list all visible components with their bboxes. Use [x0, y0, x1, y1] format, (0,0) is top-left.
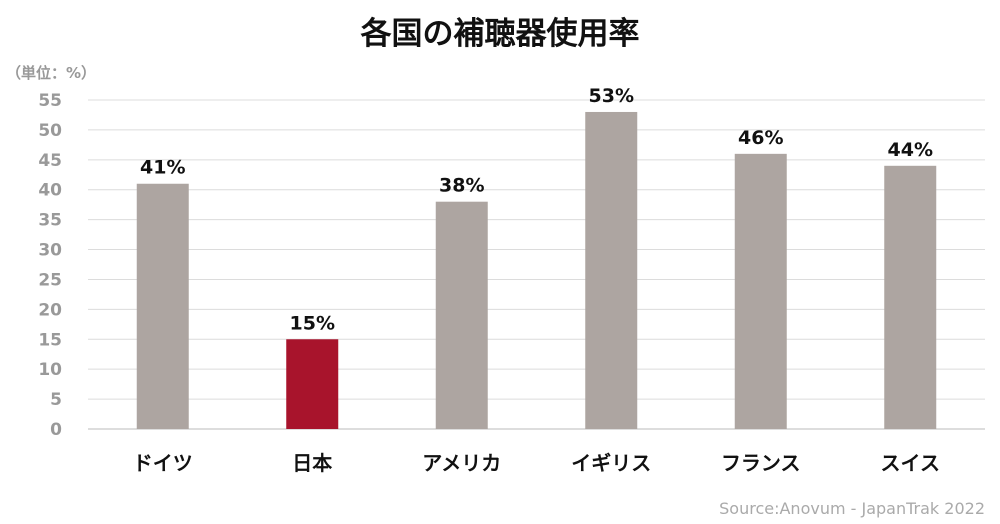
bar — [884, 165, 937, 430]
y-tick-label: 20 — [38, 300, 62, 320]
data-label: 41% — [140, 157, 185, 179]
y-tick-label: 5 — [50, 390, 62, 410]
data-label: 38% — [439, 175, 484, 197]
x-tick-label: 日本 — [292, 451, 332, 475]
bar — [585, 111, 638, 430]
bar — [435, 201, 488, 429]
data-label: 53% — [589, 85, 634, 107]
x-tick-label: フランス — [721, 451, 801, 475]
y-tick-label: 10 — [38, 360, 62, 380]
y-tick-label: 50 — [38, 121, 62, 141]
y-tick-label: 35 — [38, 211, 62, 231]
y-tick-label: 25 — [38, 270, 62, 290]
y-axis-ticks: 0 5 10 15 20 25 30 35 40 45 50 55 — [38, 91, 62, 440]
bar — [734, 153, 787, 429]
chart-title: 各国の補聴器使用率 — [360, 16, 640, 52]
bar — [136, 183, 189, 429]
y-tick-label: 0 — [50, 420, 62, 440]
bar — [286, 339, 339, 429]
x-tick-label: スイス — [881, 451, 940, 475]
gridlines — [88, 99, 985, 430]
x-axis-labels: ドイツ 日本 アメリカ イギリス フランス スイス — [133, 451, 940, 475]
data-label: 15% — [290, 312, 335, 334]
y-tick-label: 15 — [38, 330, 62, 350]
y-tick-label: 40 — [38, 181, 62, 201]
unit-label: （単位：%） — [6, 64, 96, 82]
source-note: Source:Anovum - JapanTrak 2022 — [719, 499, 985, 518]
x-tick-label: ドイツ — [133, 451, 193, 475]
data-label: 44% — [888, 139, 933, 161]
bars — [136, 111, 937, 430]
y-tick-label: 55 — [38, 91, 62, 111]
data-label: 46% — [738, 127, 783, 149]
x-tick-label: アメリカ — [422, 451, 501, 475]
y-tick-label: 45 — [38, 151, 62, 171]
y-tick-label: 30 — [38, 241, 62, 261]
x-tick-label: イギリス — [571, 451, 651, 475]
data-labels: 41% 15% 38% 53% 46% 44% — [140, 85, 933, 334]
